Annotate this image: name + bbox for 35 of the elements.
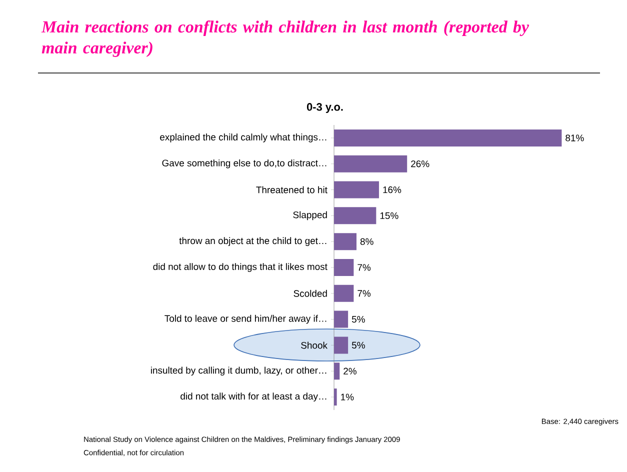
y-tick-label: Scolded xyxy=(294,290,327,297)
y-tick-label: Shook xyxy=(301,342,328,349)
data-label: 2% xyxy=(344,368,356,374)
data-label: 81% xyxy=(566,134,584,142)
bar xyxy=(334,388,337,406)
y-tick-label: insulted by calling it dumb, lazy, or other… xyxy=(151,366,326,376)
bar xyxy=(334,258,354,276)
y-tick-label: Told to leave or send him/her away if… xyxy=(164,314,326,324)
bar xyxy=(334,362,340,380)
bar xyxy=(334,233,356,250)
data-label: 7% xyxy=(358,264,371,271)
y-tick-label: Gave something else to do,to distract… xyxy=(162,159,326,168)
y-tick-label: Slapped xyxy=(293,211,327,220)
data-label: 1% xyxy=(341,394,354,400)
data-label: 8% xyxy=(360,238,374,245)
data-label: 5% xyxy=(352,316,365,323)
bar xyxy=(334,207,376,224)
y-tick-label: throw an object at the child to get… xyxy=(179,237,326,246)
data-label: 26% xyxy=(411,160,430,168)
data-label: 7% xyxy=(358,290,371,297)
y-tick-label: explained the child calmly what things… xyxy=(160,134,326,142)
y-tick-label: did not talk with for at least a day… xyxy=(180,392,326,402)
y-tick-label: did not allow to do things that it likes most xyxy=(153,263,328,272)
data-label: 16% xyxy=(383,186,402,194)
data-label: 5% xyxy=(352,342,365,349)
bar xyxy=(334,310,348,328)
bar xyxy=(334,336,348,354)
data-label: 15% xyxy=(380,212,398,219)
bar xyxy=(334,181,379,198)
chart-subtitle: 0-3 y.o. xyxy=(306,103,343,113)
chart-title: Main reactions on conflicts with children in last month (reported by main caregiver) xyxy=(41,20,530,57)
y-tick-label: Threatened to hit xyxy=(256,186,328,194)
bar xyxy=(334,284,354,302)
bar xyxy=(334,155,408,172)
bar xyxy=(334,129,562,146)
